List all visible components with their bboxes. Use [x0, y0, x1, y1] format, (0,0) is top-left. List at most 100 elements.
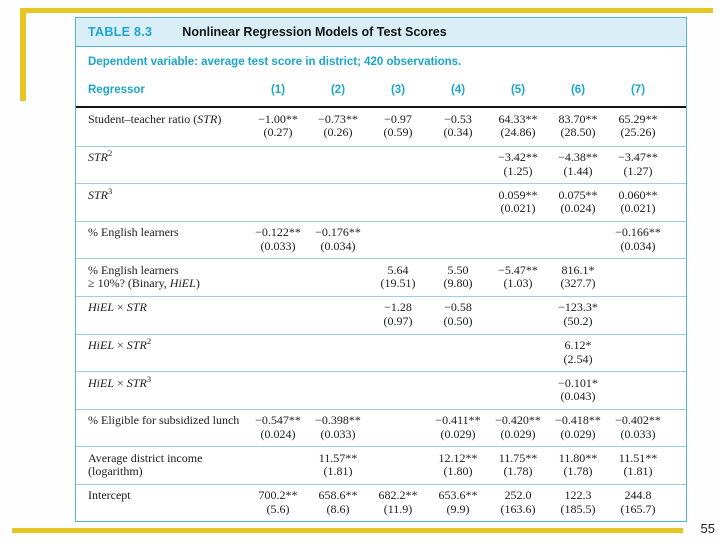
coefficient-value: 122.3	[564, 488, 592, 503]
coef-cell: 83.70** (28.50)	[548, 112, 608, 146]
regressor-label: % English learners	[88, 226, 248, 258]
coef-cell: −3.47** (1.27)	[608, 151, 668, 183]
coef-cell	[488, 377, 548, 409]
coef-cell	[308, 301, 368, 333]
coef-cell: −0.420** (0.029)	[488, 414, 548, 446]
regressor-label-line: Intercept	[88, 488, 131, 503]
coefficient-value: 0.060**	[618, 187, 658, 202]
column-header: (5)	[510, 84, 526, 96]
coef-cell: −0.53 (0.34)	[428, 112, 488, 146]
coefficient-value: −0.58	[444, 300, 472, 315]
coefficient-value: 11.57**	[318, 450, 358, 465]
coefficient-value: 12.12**	[438, 450, 478, 465]
coef-cell	[608, 377, 668, 409]
standard-error: (0.033)	[260, 238, 296, 253]
coefficient-value: 244.8	[624, 488, 652, 503]
coef-cell: −0.73** (0.26)	[308, 112, 368, 146]
standard-error: (0.021)	[620, 201, 656, 216]
coef-cell	[308, 339, 368, 371]
standard-error: (0.034)	[620, 238, 656, 253]
standard-error: (1.03)	[503, 276, 533, 291]
coefficient-value: 0.059**	[498, 187, 538, 202]
regressor-label-line: HiEL × STR2	[88, 336, 152, 353]
coef-cell: −0.122** (0.033)	[248, 226, 308, 258]
coef-cell	[548, 226, 608, 258]
regressor-label-line: % English learners	[88, 225, 179, 240]
coefficient-value: −0.176**	[315, 225, 361, 240]
regressor-label-line: STR3	[88, 185, 113, 202]
coef-cell	[248, 339, 308, 371]
coef-cell	[248, 452, 308, 484]
coef-cell	[368, 377, 428, 409]
coefficient-value: 0.075**	[558, 187, 598, 202]
coef-cell	[488, 339, 548, 371]
coef-cell: 12.12** (1.80)	[428, 450, 488, 484]
coef-cell	[428, 189, 488, 221]
regressor-label-line: % Eligible for subsidized lunch	[88, 413, 240, 428]
standard-error: (28.50)	[560, 125, 596, 139]
table-subtitle: Dependent variable: average test score i…	[88, 56, 462, 68]
table-row: % English learners ≥ 10%? (Binary, HiEL) 5…	[76, 258, 686, 296]
coefficient-value: 658.6**	[318, 488, 358, 503]
coef-cell	[428, 226, 488, 258]
table-header-band: TABLE 8.3 Nonlinear Regression Models of…	[76, 18, 686, 47]
coef-cell: 682.2** (11.9)	[368, 489, 428, 521]
coef-cell	[308, 264, 368, 296]
table-row: HiEL × STR −1.28 (0.97) −0.58 (0.50) −123.3*(…	[76, 295, 686, 334]
standard-error: (11.9)	[383, 501, 413, 516]
coefficient-value: −0.547**	[255, 413, 301, 428]
table-row: STR2 −3.42** (1.25) −4.38** (1.44) −3.47** (1.…	[76, 145, 686, 184]
bottom-accent-line	[12, 528, 683, 533]
coef-cell	[248, 151, 308, 183]
standard-error: (1.81)	[623, 464, 653, 479]
standard-error: (163.6)	[500, 501, 536, 516]
standard-error: (1.78)	[503, 464, 533, 479]
standard-error: (185.5)	[560, 501, 596, 516]
coef-cell: −0.97 (0.59)	[368, 112, 428, 146]
coef-cell: 0.075** (0.024)	[548, 187, 608, 221]
standard-error: (1.80)	[443, 464, 473, 479]
table-row: HiEL × STR2 6.12* (2.54)	[76, 333, 686, 372]
standard-error: (0.26)	[323, 125, 353, 139]
column-header: (4)	[450, 84, 466, 96]
standard-error: (0.033)	[320, 426, 356, 441]
table-row: Average district income (logarithm) 11.57*…	[76, 446, 686, 484]
table-tag: TABLE 8.3	[88, 25, 153, 39]
coef-cell	[248, 264, 308, 296]
standard-error: (9.80)	[443, 276, 473, 291]
coef-cell: 816.1* (327.7)	[548, 263, 608, 296]
standard-error: (50.2)	[563, 313, 593, 328]
coef-cell: −1.28 (0.97)	[368, 301, 428, 333]
coef-cell: −0.58 (0.50)	[428, 301, 488, 333]
coefficient-value: −0.418**	[555, 413, 601, 428]
coef-cell: −0.418** (0.029)	[548, 414, 608, 446]
standard-error: (1.78)	[563, 464, 593, 479]
coef-cell: 252.0 (163.6)	[488, 489, 548, 521]
coef-cell: −3.42** (1.25)	[488, 151, 548, 183]
standard-error: (0.50)	[443, 313, 473, 328]
coefficient-value: −123.3*	[558, 300, 598, 315]
coef-cell	[308, 189, 368, 221]
coef-cell: 700.2** (5.6)	[248, 489, 308, 521]
coefficient-value: 5.64	[387, 262, 409, 277]
coefficient-value: 252.0	[504, 488, 532, 503]
coefficient-value: −4.38**	[558, 150, 598, 165]
coef-cell: 65.29** (25.26)	[608, 112, 668, 146]
coef-cell	[428, 151, 488, 183]
top-accent-line	[20, 8, 713, 13]
standard-error: (2.54)	[563, 351, 593, 366]
coef-cell: 653.6** (9.9)	[428, 489, 488, 521]
coef-cell	[368, 151, 428, 183]
standard-error: (0.029)	[500, 426, 536, 441]
coef-cell: −0.398** (0.033)	[308, 414, 368, 446]
regressor-label: Student–teacher ratio (STR)	[88, 111, 248, 146]
regressor-header: Regressor	[88, 84, 145, 96]
coef-cell	[488, 226, 548, 258]
regressor-label-line: Student–teacher ratio (STR)	[88, 111, 222, 126]
coefficient-value: −0.101*	[558, 375, 598, 390]
standard-error: (0.024)	[260, 426, 296, 441]
coefficient-value: −1.00**	[258, 111, 298, 126]
coefficient-value: 11.75**	[498, 450, 538, 465]
coef-cell: 0.059** (0.021)	[488, 187, 548, 221]
